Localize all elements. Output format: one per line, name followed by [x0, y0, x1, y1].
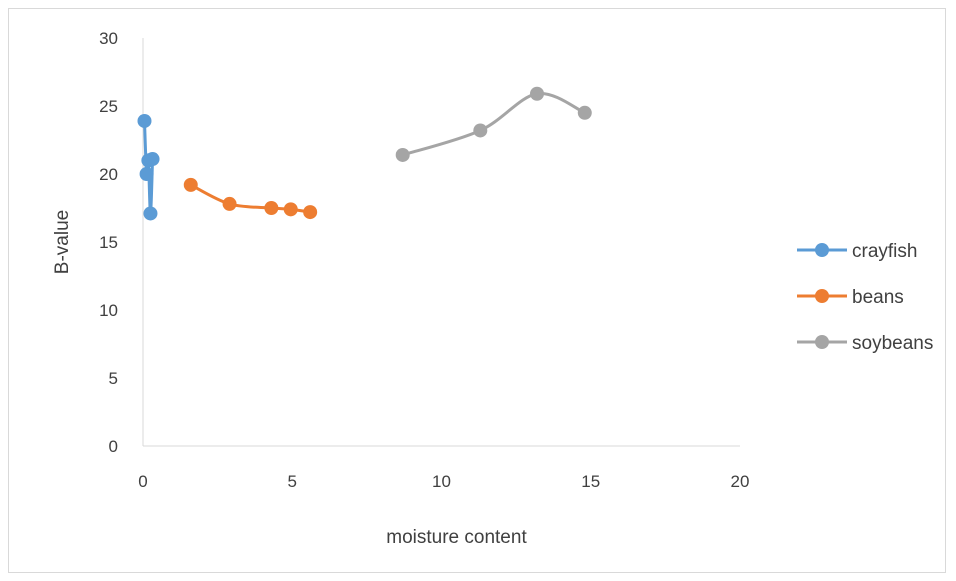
legend-item-beans: beans [797, 287, 904, 308]
data-point-crayfish [145, 152, 160, 167]
x-tick-labels: 0 5 10 15 20 [138, 472, 749, 491]
series-line-soybeans [402, 92, 586, 157]
data-point-crayfish [137, 113, 152, 128]
series-layer [137, 86, 592, 221]
data-point-beans [283, 202, 298, 217]
chart-area [8, 8, 946, 573]
series-beans [183, 177, 318, 220]
x-axis-title: moisture content [386, 527, 527, 548]
y-axis-title: B-value [52, 210, 73, 274]
y-tick-label: 20 [99, 165, 118, 184]
legend-label-soybeans: soybeans [852, 333, 933, 354]
data-point-soybeans [530, 86, 545, 101]
legend-item-soybeans: soybeans [797, 333, 933, 354]
data-point-beans [264, 201, 279, 215]
y-tick-labels: 0 5 10 15 20 25 30 [99, 29, 118, 456]
y-tick-label: 5 [109, 369, 118, 388]
x-tick-label: 15 [581, 472, 600, 491]
series-soybeans [395, 86, 592, 162]
legend-marker-soybeans [815, 335, 829, 349]
data-point-beans [303, 205, 318, 220]
y-tick-label: 25 [99, 97, 118, 116]
x-tick-label: 0 [138, 472, 147, 491]
legend-marker-beans [815, 289, 829, 303]
y-tick-label: 10 [99, 301, 118, 320]
legend-label-crayfish: crayfish [852, 241, 917, 262]
legend-label-beans: beans [852, 287, 904, 308]
legend-marker-crayfish [815, 243, 829, 257]
data-point-soybeans [577, 105, 592, 120]
axes [142, 38, 740, 447]
x-tick-label: 5 [288, 472, 297, 491]
y-tick-label: 15 [99, 233, 118, 252]
data-point-crayfish [143, 206, 158, 221]
legend: crayfish beans soybeans [797, 241, 933, 354]
data-point-soybeans [473, 123, 488, 138]
x-tick-label: 20 [731, 472, 750, 491]
y-tick-label: 30 [99, 29, 118, 48]
legend-item-crayfish: crayfish [797, 241, 917, 262]
data-point-beans [222, 196, 237, 211]
series-crayfish [137, 113, 160, 221]
data-point-crayfish [139, 167, 154, 181]
data-point-soybeans [395, 147, 410, 162]
y-tick-label: 0 [109, 437, 118, 456]
data-point-beans [183, 177, 198, 192]
x-tick-label: 10 [432, 472, 451, 491]
